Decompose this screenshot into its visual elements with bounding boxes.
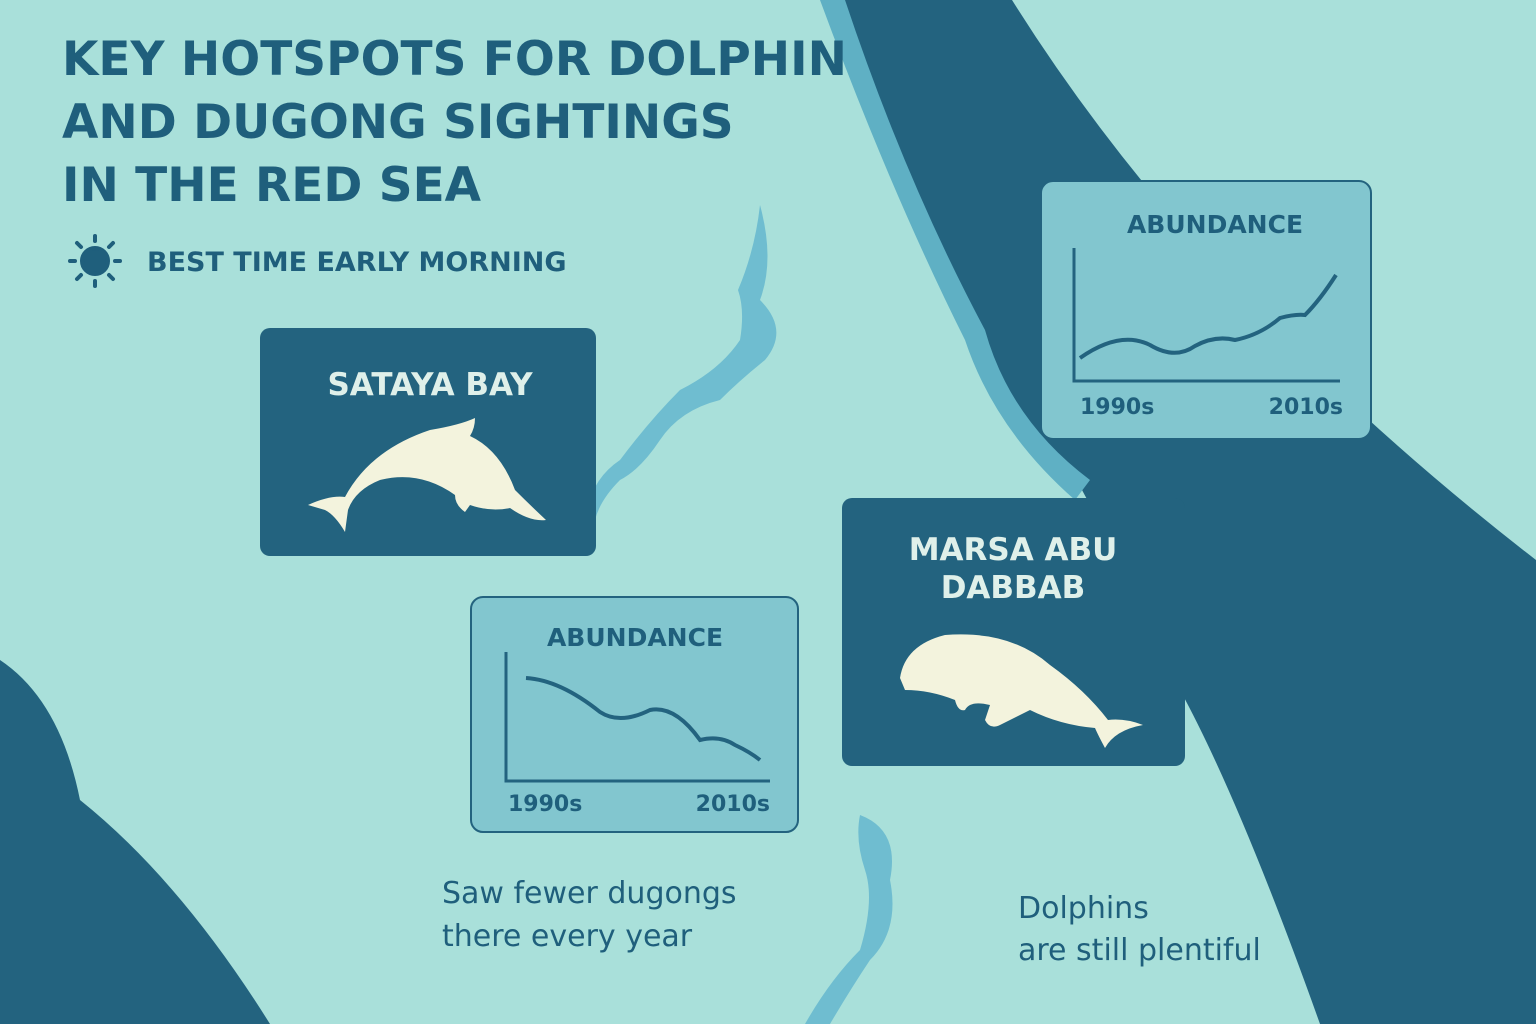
chart-label: ABUNDANCE bbox=[547, 623, 723, 652]
note: are still plentiful bbox=[1018, 933, 1261, 968]
site-name: MARSA ABU bbox=[909, 532, 1118, 568]
channel bbox=[585, 205, 777, 520]
trend-line bbox=[525, 676, 762, 762]
coast-left bbox=[0, 660, 270, 1024]
dugong-icon bbox=[900, 634, 1143, 748]
coast-band bbox=[840, 0, 1536, 1024]
site-card bbox=[842, 498, 1185, 766]
chart-card bbox=[1040, 180, 1372, 440]
tip: BEST TIME EARLY MORNING bbox=[147, 247, 567, 278]
axes bbox=[504, 652, 770, 783]
note: Saw fewer dugongs bbox=[442, 876, 737, 911]
x-label: 1990s bbox=[508, 792, 582, 817]
dolphin-icon bbox=[308, 418, 546, 532]
x-label: 2010s bbox=[1269, 395, 1343, 420]
x-label: 2010s bbox=[696, 792, 770, 817]
site-name: SATAYA BAY bbox=[327, 367, 533, 403]
site-name: DABBAB bbox=[941, 570, 1086, 606]
trend-line bbox=[1078, 273, 1338, 360]
title-line: AND DUGONG SIGHTINGS bbox=[62, 95, 734, 150]
sun-icon bbox=[68, 234, 122, 288]
title-line: IN THE RED SEA bbox=[62, 158, 482, 213]
note: Dolphins bbox=[1018, 891, 1149, 926]
note: there every year bbox=[442, 919, 693, 954]
axes bbox=[1072, 248, 1340, 383]
chart-label: ABUNDANCE bbox=[1127, 210, 1303, 239]
x-label: 1990s bbox=[1080, 395, 1154, 420]
channel bbox=[805, 815, 893, 1024]
title-line: KEY HOTSPOTS FOR DOLPHIN bbox=[62, 32, 847, 87]
coast-edge bbox=[820, 0, 1090, 500]
